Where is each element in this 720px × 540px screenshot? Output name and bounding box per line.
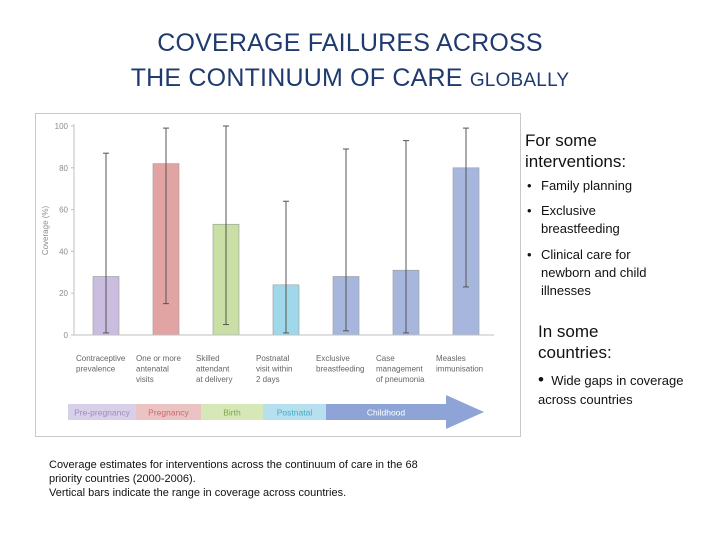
y-tick-label: 80 [59,164,68,173]
bullet-text-line-3: illnesses [541,283,591,298]
bullet-dot: • [538,370,544,389]
y-tick-label: 100 [55,122,69,131]
bullet-text: Wide gaps in coverage [551,373,684,388]
side-heading-2-line-1: In some [538,322,599,341]
side-bullet-clinical-care: • Clinical care for newborn and child il… [527,246,707,300]
x-tick-label: antenatal [136,365,169,374]
x-tick-label: Measles [436,354,466,363]
y-tick-label: 40 [59,247,68,256]
x-tick-label: Case [376,354,395,363]
stage-label: Birth [223,408,241,418]
stage-label: Postnatal [277,408,313,418]
bullet-text: Family planning [541,178,633,193]
y-tick-label: 0 [64,331,69,340]
x-tick-label: prevalence [76,365,116,374]
page-title-line-1: COVERAGE FAILURES ACROSS [157,29,543,57]
stage-label: Pregnancy [148,408,189,418]
stage-band [136,404,201,420]
stage-label: Pre-pregnancy [74,408,131,418]
stage-arrow-head [446,395,484,429]
bullet-text-line-1: Clinical care for [541,247,631,262]
stage-band [201,404,263,420]
bullet-text-line-1: • Wide gaps in coverage [538,370,718,390]
caption-line-2: priority countries (2000-2006). [49,473,196,485]
x-tick-label: visit within [256,365,292,374]
side-heading-1-line-2: interventions: [525,152,627,171]
x-tick-label: at delivery [196,375,232,384]
x-tick-label: breastfeeding [316,365,364,374]
side-heading-1-line-1: For some [525,131,597,150]
bullet-dot: • [527,178,532,193]
stage-band [263,404,326,420]
x-tick-label: attendant [196,365,230,374]
bullet-dot: • [527,247,532,262]
x-tick-label: Exclusive [316,354,350,363]
side-heading-countries: In some countries: [538,321,612,363]
x-tick-label: One or more [136,354,181,363]
y-tick-label: 20 [59,289,68,298]
x-tick-label: 2 days [256,375,280,384]
caption-line-3: Vertical bars indicate the range in cove… [49,487,347,499]
x-tick-label: immunisation [436,365,483,374]
bullet-text: Exclusive breastfeeding [541,202,620,238]
y-tick-label: 60 [59,206,68,215]
side-heading-interventions: For some interventions: [525,130,626,172]
bullet-text: Clinical care for newborn and child illn… [541,246,647,300]
side-bullet-wide-gaps: • Wide gaps in coverage across countries [538,370,718,409]
stage-label: Childhood [367,408,406,418]
bullet-text-line-2: breastfeeding [541,221,620,236]
caption-line-1: Coverage estimates for interventions acr… [49,459,418,471]
x-tick-label: of pneumonia [376,375,425,384]
page-title-line-2: THE CONTINUUM OF CARE GLOBALLY [0,63,700,96]
side-heading-2-line-2: countries: [538,343,612,362]
x-tick-label: Skilled [196,354,220,363]
chart-caption: Coverage estimates for interventions acr… [49,458,509,500]
page-title-main: THE CONTINUUM OF CARE [130,64,463,92]
chart-figure: 0 20 40 60 80 100 Coverage (%) Contraceptive pre… [35,113,521,437]
x-tick-label: Postnatal [256,354,290,363]
x-tick-label: Contraceptive [76,354,126,363]
bullet-text-line-2: across countries [538,392,633,407]
x-tick-label: management [376,365,423,374]
coverage-bar-chart: 0 20 40 60 80 100 Coverage (%) Contraceptive pre… [41,122,494,429]
side-bullet-family-planning: • Family planning [527,177,707,195]
bullet-text-line-2: newborn and child [541,265,647,280]
y-axis-label: Coverage (%) [41,205,50,255]
side-bullet-exclusive-breastfeeding: • Exclusive breastfeeding [527,202,707,238]
x-tick-label: visits [136,375,154,384]
bullet-text-line-1: Exclusive [541,203,596,218]
stage-band [68,404,136,420]
stage-band [326,404,446,420]
bullet-dot: • [527,203,532,218]
page-title-small: GLOBALLY [469,70,570,91]
